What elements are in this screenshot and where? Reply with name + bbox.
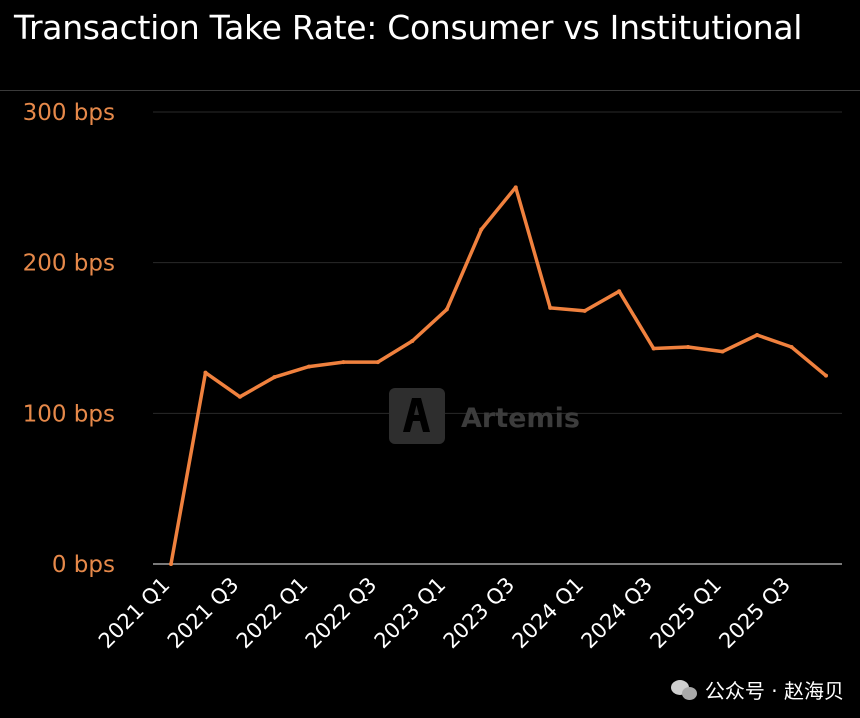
data-point xyxy=(755,332,760,337)
y-tick-label: 300 bps xyxy=(23,100,115,126)
x-tick-label: 2024 Q3 xyxy=(577,573,658,654)
data-point xyxy=(410,339,415,344)
x-tick-label: 2023 Q3 xyxy=(439,573,520,654)
data-point xyxy=(582,308,587,313)
chart-title: Transaction Take Rate: Consumer vs Insti… xyxy=(14,8,803,47)
data-point xyxy=(306,364,311,369)
footer-credit: 公众号 · 赵海贝 xyxy=(670,675,844,704)
x-tick-label: 2025 Q1 xyxy=(645,573,726,654)
series-layer xyxy=(169,185,828,566)
x-tick-label: 2025 Q3 xyxy=(714,573,795,654)
watermark-text: Artemis xyxy=(461,403,580,434)
data-point xyxy=(686,345,691,350)
data-point xyxy=(169,562,173,566)
data-point xyxy=(237,394,242,399)
series-line xyxy=(169,185,828,566)
data-point xyxy=(444,307,449,312)
data-point xyxy=(720,349,725,354)
data-point xyxy=(548,305,553,310)
data-point xyxy=(341,360,346,365)
x-tick-label: 2022 Q1 xyxy=(232,573,313,654)
x-tick-label: 2021 Q3 xyxy=(163,573,244,654)
footer-text: 公众号 · 赵海贝 xyxy=(704,679,844,703)
data-point xyxy=(375,360,380,365)
data-point xyxy=(789,345,794,350)
watermark: Artemis xyxy=(389,388,580,444)
x-tick-label: 2024 Q1 xyxy=(508,573,589,654)
y-tick-label: 200 bps xyxy=(23,251,115,277)
x-tick-label: 2023 Q1 xyxy=(370,573,451,654)
y-axis-ticks: 0 bps 100 bps 200 bps 300 bps xyxy=(23,100,115,578)
grid-lines xyxy=(153,111,842,565)
data-point xyxy=(617,289,622,294)
y-tick-label: 100 bps xyxy=(23,401,115,427)
data-point xyxy=(479,227,484,232)
data-point xyxy=(203,370,208,375)
data-point xyxy=(272,375,277,380)
x-tick-label: 2022 Q3 xyxy=(301,573,382,654)
x-tick-label: 2021 Q1 xyxy=(94,573,175,654)
data-point xyxy=(651,346,656,351)
wechat-icon xyxy=(670,679,699,701)
title-divider xyxy=(0,90,860,91)
data-point xyxy=(824,373,828,378)
data-point xyxy=(513,185,518,190)
y-tick-label: 0 bps xyxy=(52,552,115,578)
artemis-logo-glyph xyxy=(403,398,430,432)
